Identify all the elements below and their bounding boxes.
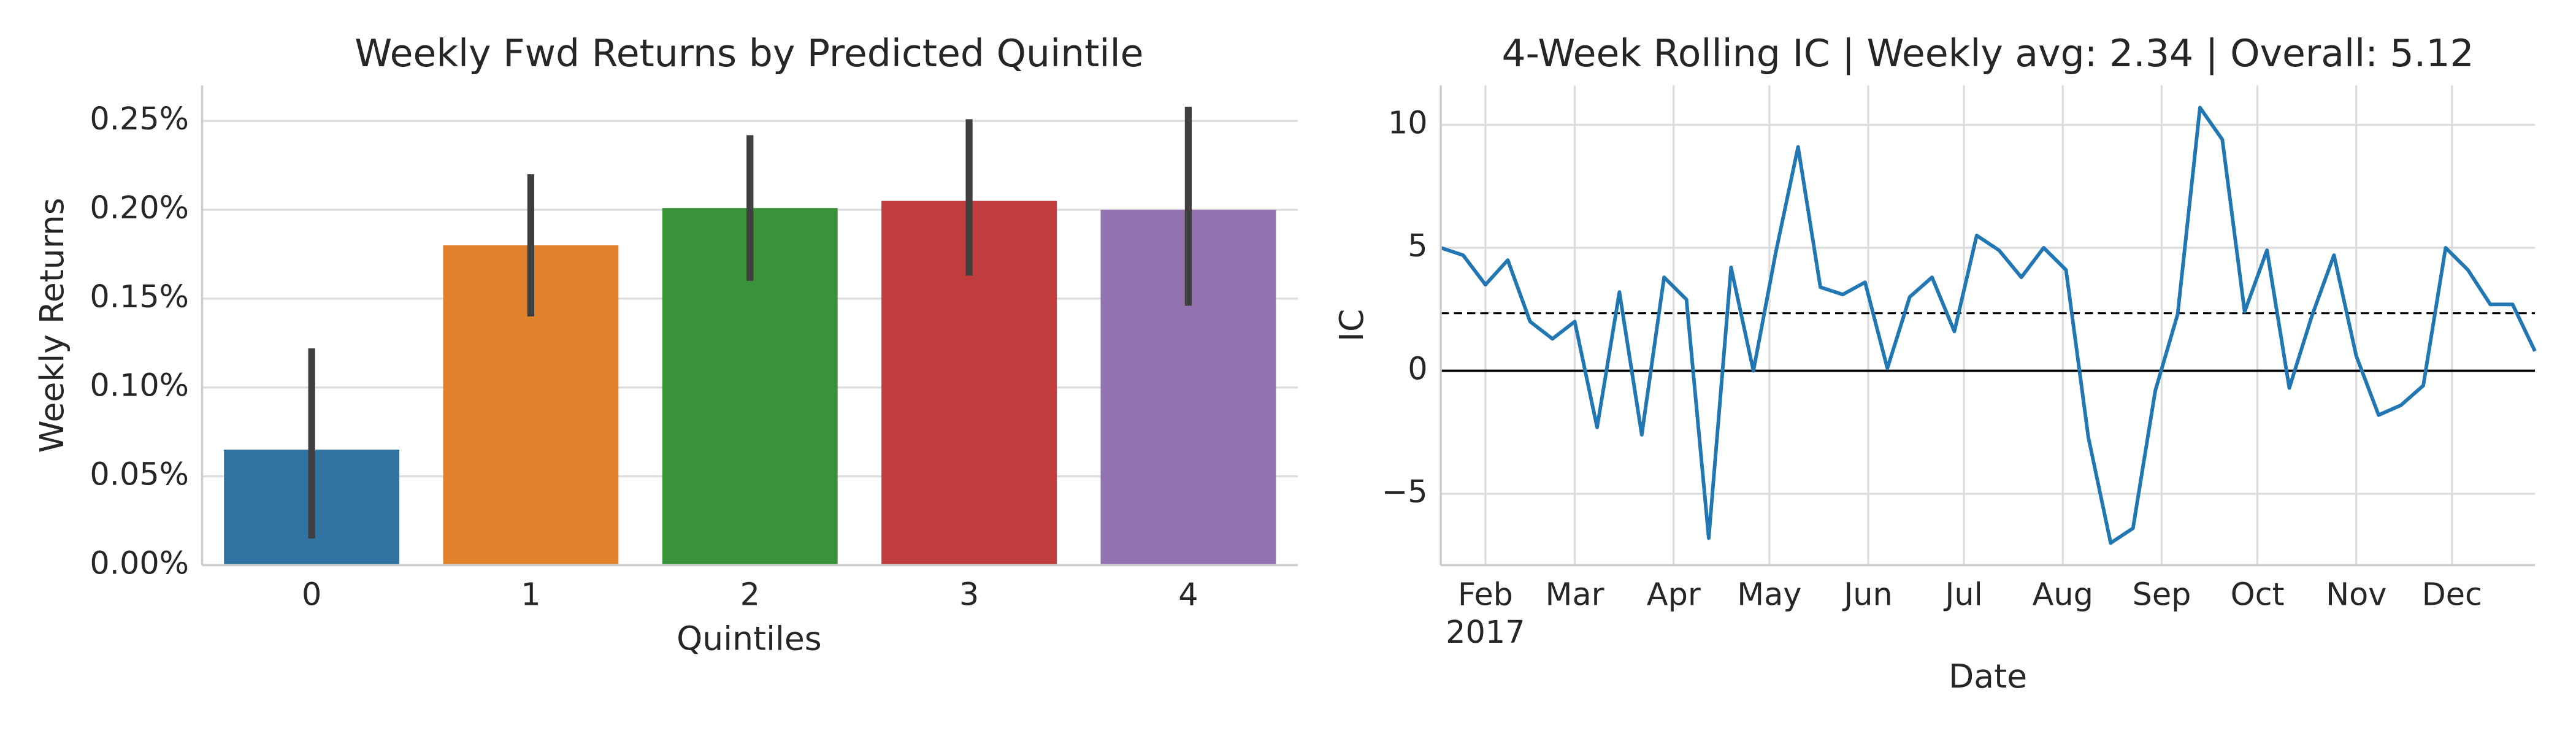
x-tick-label: Feb	[1458, 577, 1513, 613]
x-tick-label: 2	[740, 577, 760, 613]
x-tick-label: 0	[302, 577, 321, 613]
x-tick-label: Dec	[2422, 577, 2482, 613]
x-tick-label: Aug	[2033, 577, 2093, 613]
y-tick-label: 0.20%	[90, 190, 189, 226]
y-tick-label: 0.25%	[90, 101, 189, 137]
y-tick-label: 0.05%	[90, 457, 189, 493]
x-tick-label: Mar	[1546, 577, 1604, 613]
y-tick-label: −5	[1382, 474, 1428, 510]
y-axis-label: IC	[1332, 309, 1371, 342]
x-tick-label: Jun	[1842, 577, 1893, 613]
x-tick-label: Sep	[2133, 577, 2191, 613]
y-tick-label: 0.00%	[90, 545, 189, 581]
y-tick-label: 0.10%	[90, 368, 189, 404]
x-axis-label: Quintiles	[677, 619, 822, 657]
x-tick-label: Jul	[1943, 577, 1982, 613]
line-series	[1440, 105, 2537, 545]
y-tick-label: 0.15%	[90, 279, 189, 315]
x-tick-label: Nov	[2326, 577, 2386, 613]
y-axis-label: Weekly Returns	[33, 197, 71, 453]
x-tick-label: Apr	[1647, 577, 1701, 613]
x-tick-label: Oct	[2231, 577, 2285, 613]
x-tick-label: 3	[959, 577, 979, 613]
x-tick-year: 2017	[1446, 615, 1525, 651]
y-tick-label: 5	[1408, 228, 1427, 264]
chart-title: 4-Week Rolling IC | Weekly avg: 2.34 | O…	[1501, 31, 2474, 76]
x-tick-label: 1	[521, 577, 540, 613]
chart-title: Weekly Fwd Returns by Predicted Quintile	[355, 31, 1143, 75]
x-axis-label: Date	[1949, 657, 2027, 696]
x-tick-label: May	[1737, 577, 1801, 613]
y-tick-label: 10	[1388, 105, 1428, 141]
x-tick-label: 4	[1178, 577, 1198, 613]
y-tick-label: 0	[1408, 351, 1427, 388]
